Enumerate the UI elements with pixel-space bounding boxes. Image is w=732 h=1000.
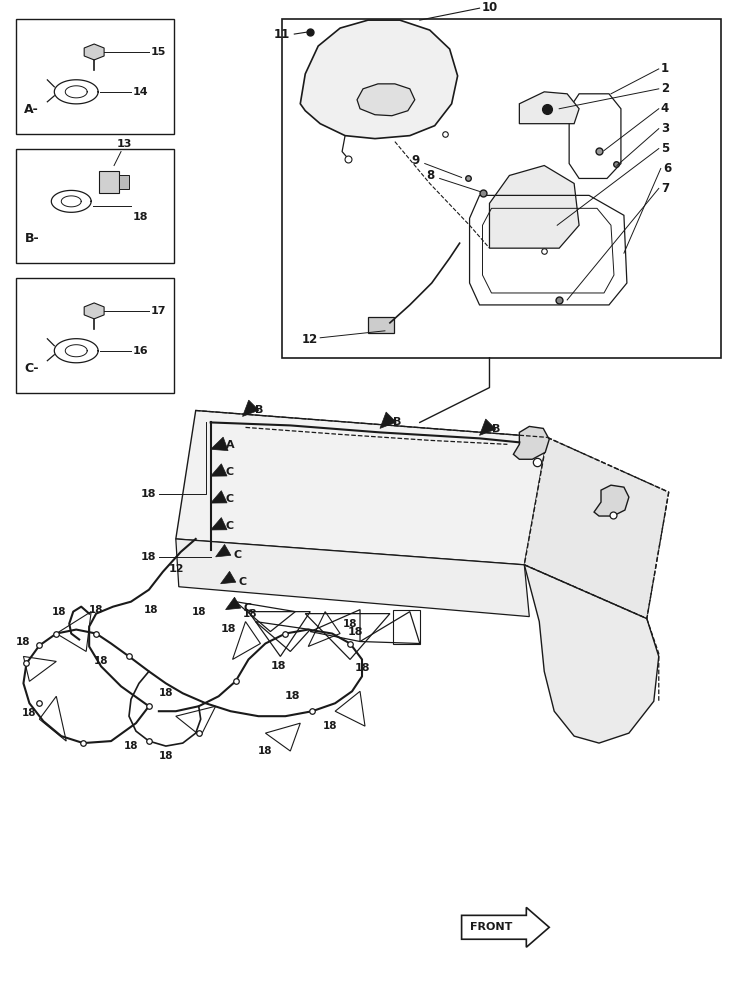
Text: 18: 18	[141, 552, 156, 562]
Bar	[368, 317, 394, 333]
Text: 18: 18	[347, 627, 363, 637]
Text: 18: 18	[133, 212, 149, 222]
Bar	[17, 149, 173, 263]
Text: 18: 18	[285, 691, 300, 701]
Text: 11: 11	[274, 28, 291, 41]
Polygon shape	[225, 597, 241, 610]
Polygon shape	[176, 410, 548, 565]
Text: B: B	[493, 424, 501, 434]
Polygon shape	[211, 491, 227, 503]
Polygon shape	[462, 907, 549, 947]
Text: C: C	[225, 521, 234, 531]
Text: 8: 8	[427, 169, 435, 182]
Polygon shape	[524, 565, 659, 743]
Text: 17: 17	[151, 306, 166, 316]
Text: 18: 18	[94, 656, 108, 666]
Polygon shape	[380, 412, 396, 428]
Text: B-: B-	[24, 232, 39, 245]
Polygon shape	[513, 426, 549, 459]
Polygon shape	[216, 544, 231, 557]
Bar	[99, 171, 119, 193]
Polygon shape	[490, 166, 579, 248]
Text: C: C	[225, 467, 234, 477]
Polygon shape	[479, 419, 496, 435]
Text: 16: 16	[133, 346, 149, 356]
Bar	[119, 175, 129, 189]
Polygon shape	[242, 400, 259, 416]
Text: C: C	[225, 494, 234, 504]
Polygon shape	[84, 44, 104, 60]
Polygon shape	[176, 539, 529, 617]
Polygon shape	[84, 303, 104, 319]
Polygon shape	[594, 485, 629, 516]
Text: 18: 18	[143, 605, 158, 615]
Text: 5: 5	[661, 142, 669, 155]
Text: 18: 18	[16, 637, 31, 647]
Polygon shape	[220, 571, 236, 584]
Text: 2: 2	[661, 82, 669, 95]
Text: 18: 18	[354, 663, 370, 673]
Polygon shape	[357, 84, 415, 116]
Text: 1: 1	[661, 62, 669, 75]
Text: 13: 13	[117, 139, 132, 149]
Text: 12: 12	[169, 564, 184, 574]
Text: 10: 10	[482, 1, 498, 14]
Text: 15: 15	[151, 47, 166, 57]
Text: A: A	[225, 440, 234, 450]
Bar	[17, 278, 173, 393]
Text: 3: 3	[661, 122, 669, 135]
Text: 18: 18	[159, 751, 173, 761]
Text: 18: 18	[271, 661, 286, 671]
Text: B: B	[255, 405, 264, 415]
Text: C: C	[234, 550, 242, 560]
Text: 18: 18	[343, 619, 357, 629]
Text: 9: 9	[411, 154, 419, 167]
Text: 7: 7	[661, 182, 669, 195]
Text: A-: A-	[24, 103, 40, 116]
Text: C-: C-	[24, 362, 39, 375]
Bar	[17, 19, 173, 134]
Text: 18: 18	[159, 688, 173, 698]
Text: 18: 18	[323, 721, 337, 731]
Text: 18: 18	[52, 607, 67, 617]
Polygon shape	[211, 437, 228, 451]
Text: 18: 18	[243, 609, 258, 619]
Text: 18: 18	[221, 624, 236, 634]
Text: 18: 18	[141, 489, 156, 499]
Text: 12: 12	[302, 333, 318, 346]
Polygon shape	[524, 437, 669, 619]
Text: 18: 18	[258, 746, 273, 756]
Text: 6: 6	[662, 162, 671, 175]
Text: 18: 18	[124, 741, 138, 751]
Text: 18: 18	[192, 607, 206, 617]
Polygon shape	[211, 518, 227, 530]
Text: 4: 4	[661, 102, 669, 115]
Polygon shape	[520, 92, 579, 124]
Text: B: B	[393, 417, 401, 427]
Text: C: C	[244, 603, 252, 613]
Text: FRONT: FRONT	[470, 922, 512, 932]
Text: C: C	[239, 577, 247, 587]
Text: 18: 18	[22, 708, 37, 718]
Text: 14: 14	[133, 87, 149, 97]
Polygon shape	[211, 464, 227, 476]
Bar	[283, 19, 720, 358]
Text: 18: 18	[89, 605, 103, 615]
Polygon shape	[300, 20, 458, 139]
